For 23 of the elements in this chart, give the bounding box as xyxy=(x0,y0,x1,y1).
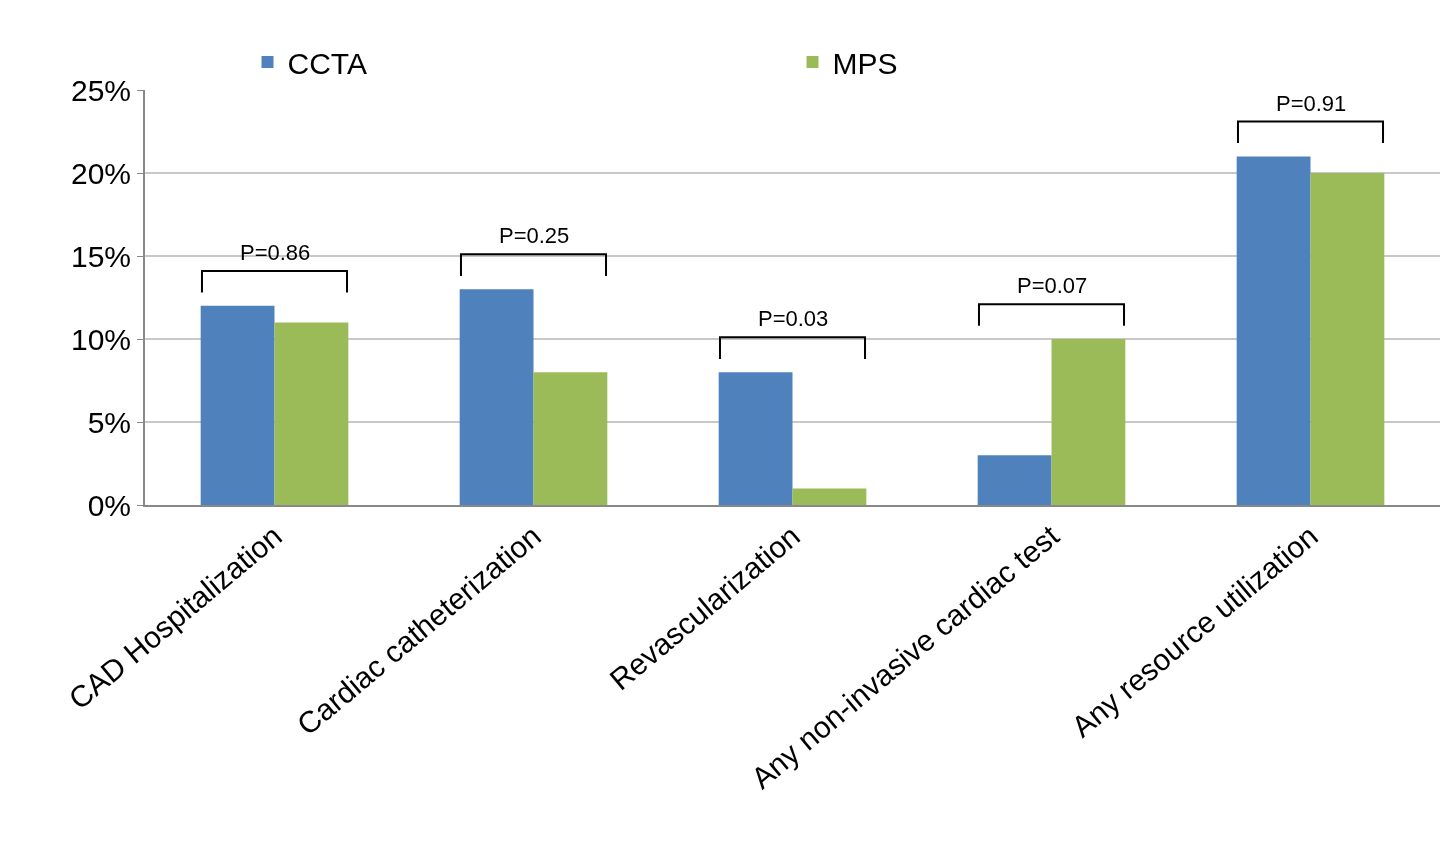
y-tick-label: 25% xyxy=(70,73,131,107)
legend-label: MPS xyxy=(832,46,898,80)
legend-label: CCTA xyxy=(287,46,367,80)
bar xyxy=(718,372,793,505)
annotation: P=0.86 xyxy=(240,240,311,265)
bar xyxy=(1051,339,1126,505)
bar xyxy=(533,372,608,505)
y-tick-label: 5% xyxy=(87,405,131,439)
y-tick-label: 20% xyxy=(70,156,131,190)
bar xyxy=(274,322,349,505)
bar xyxy=(459,289,534,505)
y-tick-label: 0% xyxy=(87,488,131,522)
bar xyxy=(792,488,867,505)
annotation: P=0.07 xyxy=(1017,273,1088,298)
annotation: P=0.25 xyxy=(499,223,570,248)
annotation: P=0.03 xyxy=(758,306,829,331)
annotation: P=0.91 xyxy=(1276,91,1347,116)
y-tick-label: 15% xyxy=(70,239,131,273)
bar xyxy=(977,455,1052,505)
bar xyxy=(200,305,275,505)
y-tick-label: 10% xyxy=(70,322,131,356)
bar xyxy=(1236,156,1311,505)
bar xyxy=(1310,173,1385,505)
